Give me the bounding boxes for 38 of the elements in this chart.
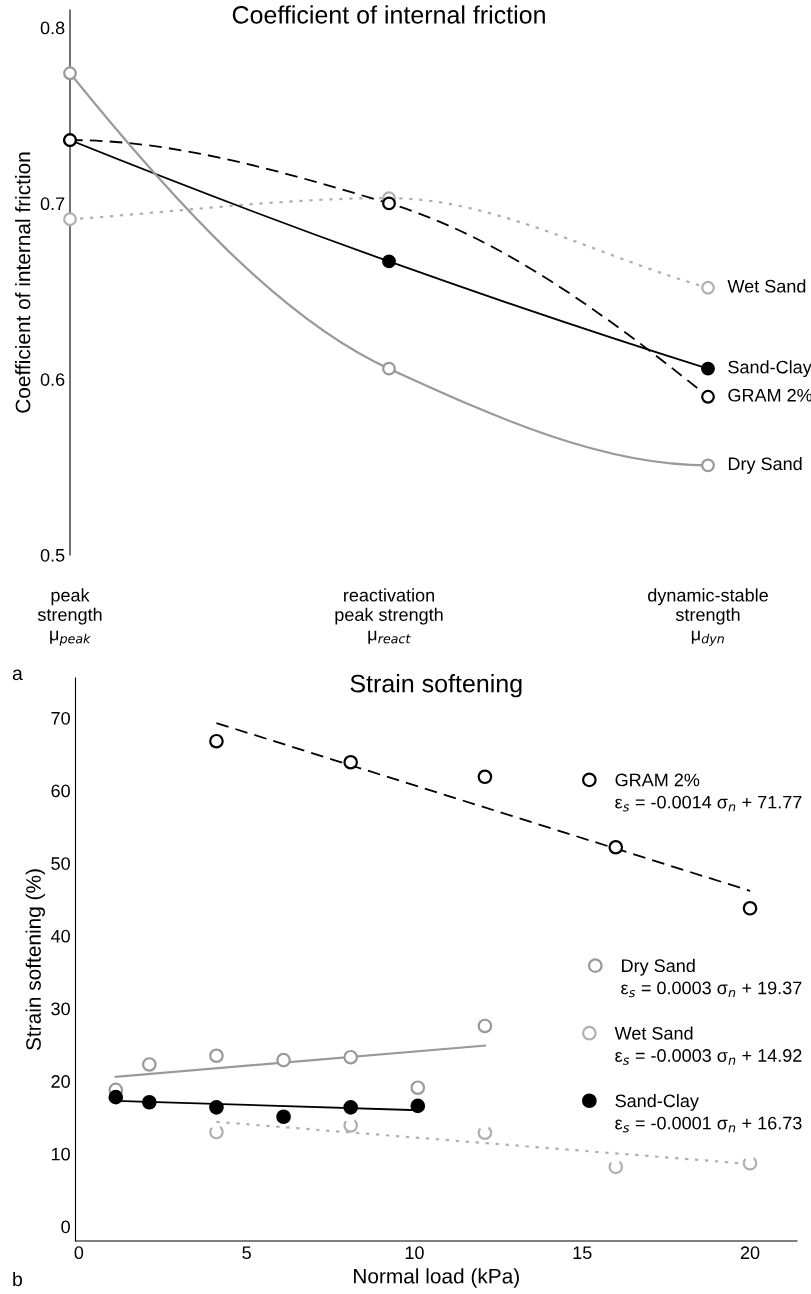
x-tick-label: 20: [740, 1246, 760, 1260]
y-tick-label: 10: [51, 1147, 70, 1161]
y-tick-label: 60: [51, 784, 70, 798]
y-tick-label: 30: [51, 1002, 70, 1016]
y-tick-label: 0.8: [40, 21, 65, 35]
chart-title: Strain softening: [350, 674, 522, 698]
annotation: ε$_{s}$ = -0.0003 σ$_{n}$ + 14.92: [615, 1049, 802, 1065]
series-label: Dry Sand: [728, 456, 802, 474]
x-tick-label: 0: [74, 1246, 84, 1260]
text: a: [12, 669, 23, 681]
y-axis-title: Coefficient of internal friction: [15, 152, 31, 413]
series-label: Wet Sand: [727, 279, 806, 293]
legend-label: Wet Sand: [614, 1026, 693, 1040]
y-tick-label: 70: [51, 711, 70, 725]
x-tick-label: 10: [405, 1246, 424, 1260]
annotation: ε$_{s}$ = 0.0003 σ$_{n}$ + 19.37: [621, 981, 802, 998]
x-tick-label: 15: [573, 1246, 592, 1260]
x-tick-label: peak strength μ$_{peak}$: [37, 588, 102, 646]
y-tick-label: 40: [50, 929, 70, 943]
y-tick-label: 0.7: [40, 197, 65, 211]
y-tick-label: 0: [61, 1220, 70, 1234]
annotation: ε$_{s}$ = -0.0001 σ$_{n}$ + 16.73: [615, 1116, 802, 1133]
y-tick-label: 20: [51, 1075, 70, 1088]
series-label: Sand-Clay: [728, 360, 811, 378]
y-tick-label: 0.6: [40, 373, 65, 386]
legend-label: Dry Sand: [622, 958, 695, 976]
legend-label: GRAM 2%: [615, 773, 700, 787]
y-tick-label: 50: [51, 857, 70, 870]
x-tick-label: 5: [242, 1246, 251, 1260]
y-tick-label: 0.5: [40, 548, 65, 562]
x-tick-label: reactivation peak strength μ$_{react}$: [335, 588, 443, 644]
chart-title: Coefficient of internal friction: [232, 5, 545, 24]
x-tick-label: dynamic-stable strength μ$_{dyn}$: [648, 588, 768, 646]
legend-label: Sand-Clay: [615, 1093, 699, 1111]
x-axis-title: Normal load (kPa): [354, 1268, 519, 1288]
annotation: ε$_{s}$ = -0.0014 σ$_{n}$ + 71.77: [615, 795, 802, 812]
text: b: [13, 1271, 22, 1287]
y-axis-title: Strain softening (%): [25, 869, 45, 1051]
